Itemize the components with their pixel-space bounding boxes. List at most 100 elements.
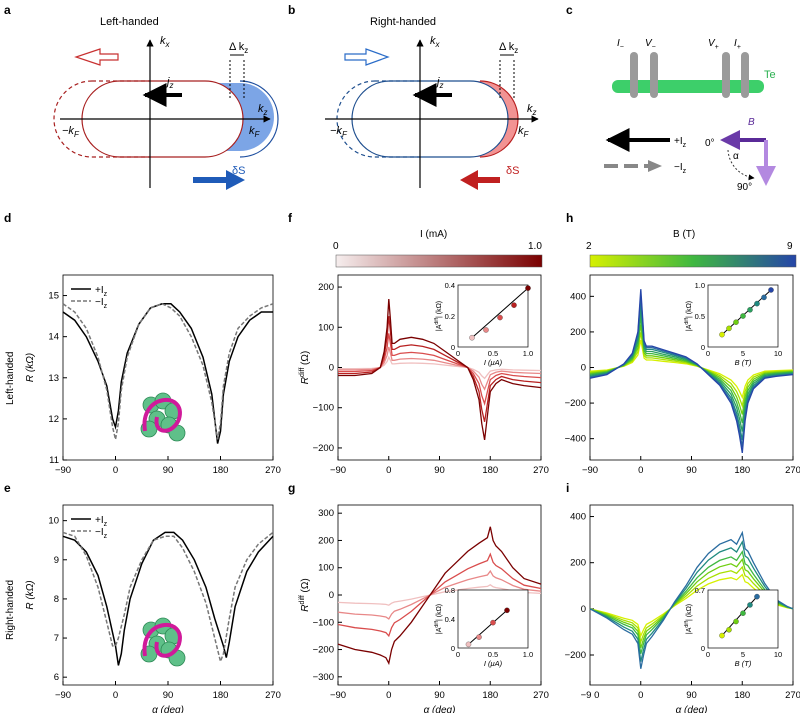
y-tick-label: 300 — [318, 508, 334, 519]
inset-y-label: |Adiff| (kΩ) — [684, 604, 693, 634]
series-line-0.6 — [338, 333, 542, 407]
inset-point — [497, 314, 503, 321]
series-line-+Iz — [62, 303, 273, 444]
y-tick-label: 200 — [318, 282, 334, 293]
inset-point — [469, 334, 475, 341]
inset-x-tick-label: 0 — [456, 650, 460, 659]
legend-label: −Iz — [95, 297, 108, 310]
x-tick-label: −90 — [582, 465, 598, 476]
I-plus-label: I+ — [734, 38, 741, 51]
x-tick-label: 180 — [734, 465, 750, 476]
inset-h: 0 5 10 0 0.5 1.0 B (T) |Adiff| (kΩ) — [684, 281, 782, 367]
y-axis-label: R (kΩ) — [25, 353, 36, 382]
series-line-9 — [589, 289, 794, 454]
inset-x-tick-label: 0.5 — [488, 349, 498, 358]
colorbar-min: 0 — [333, 241, 339, 252]
y-tick-label: 0 — [329, 590, 334, 601]
y-tick-label: 8 — [54, 594, 59, 605]
jz-label: jz — [435, 76, 443, 90]
helix-ribbon — [142, 622, 182, 658]
colorbar-label: I (mA) — [420, 229, 447, 240]
chart-h: −90 0 90 180 270 −400 −200 0 200 400 0 5 10 0 0.5 1.0 B … — [565, 274, 800, 476]
inset-x-label: I (μA) — [484, 358, 503, 367]
x-tick-label: 90 — [434, 465, 445, 476]
V-plus-label: V+ — [708, 38, 719, 51]
helix-molecule-icon — [140, 617, 186, 667]
inset-x-tick-label: 1.0 — [523, 349, 533, 358]
inset-y-tick-label: 0.2 — [445, 312, 455, 321]
fermi-surface-solid — [81, 80, 244, 158]
series-line-−Iz — [62, 302, 274, 440]
series-line-0.8 — [338, 316, 542, 422]
inset-y-tick-label: 0.8 — [445, 586, 455, 595]
y-tick-label: 11 — [49, 455, 59, 466]
material-label: Te — [764, 69, 776, 81]
x-tick-label: 180 — [734, 690, 750, 701]
colorbar-min: 2 — [586, 241, 592, 252]
x-tick-label: 270 — [265, 465, 281, 476]
dkz-label: Δ kz — [499, 41, 518, 55]
y-tick-label: 400 — [570, 291, 586, 302]
x-tick-label: −90 — [330, 690, 346, 701]
dS-arrow — [460, 170, 500, 190]
y-tick-label: 15 — [48, 291, 59, 302]
inset-x-tick-label: 0 — [706, 650, 710, 659]
panel-letter-g: g — [288, 481, 295, 495]
series-line-0.6 — [337, 552, 542, 638]
series-line-3 — [589, 565, 794, 645]
dS-arrow — [193, 170, 245, 190]
x-tick-label: 270 — [265, 690, 281, 701]
x-tick-label: 90 — [163, 465, 174, 476]
inset-x-tick-label: 10 — [774, 349, 782, 358]
x-tick-label: 90 — [163, 690, 174, 701]
chart-e: −90 0 90 180 270 6 7 8 9 10 α (deg) R (kΩ) +Iz−Iz — [25, 504, 281, 713]
series-line-7 — [589, 530, 794, 669]
panel-letter: a — [4, 3, 11, 17]
inset-y-tick-label: 0.7 — [695, 586, 705, 595]
x-tick-label: −90 — [55, 465, 71, 476]
series-line-2 — [589, 573, 794, 638]
kF-neg-label: −kF — [330, 125, 348, 139]
series-line-1.0 — [338, 299, 542, 441]
dkz-label: Δ kz — [229, 41, 248, 55]
y-tick-label: −400 — [565, 434, 586, 445]
inset-point — [726, 325, 732, 332]
inset-y-tick-label: 0 — [451, 644, 455, 653]
panel-b: b Right-handed kx kz Δ kz jz −kF kF δS — [288, 3, 539, 190]
kF-pos-label: kF — [518, 125, 530, 139]
minus-Iz-arrow — [648, 160, 662, 172]
inset-x-tick-label: 0 — [706, 349, 710, 358]
legend-label: −Iz — [95, 527, 108, 540]
kz-label: kz — [527, 103, 537, 117]
y-tick-label: −200 — [313, 443, 334, 454]
inset-point — [465, 641, 472, 648]
colorbar-max: 1.0 — [528, 241, 542, 252]
inset-frame — [457, 589, 529, 649]
inset-frame — [457, 284, 529, 348]
dS-label: δS — [232, 165, 245, 177]
dS-label: δS — [506, 165, 519, 177]
y-tick-label: 0 — [329, 363, 334, 374]
x-axis-label: α (deg) — [152, 705, 184, 713]
panel-letter: b — [288, 3, 295, 17]
x-tick-label: 90 — [686, 465, 697, 476]
inset-point — [483, 327, 489, 333]
y-axis-label: Rdiff (Ω) — [299, 578, 311, 611]
inset-point — [525, 285, 531, 291]
y-tick-label: 6 — [54, 672, 59, 683]
y-tick-label: −200 — [313, 645, 334, 656]
inset-y-tick-label: 0.4 — [445, 615, 455, 624]
colorbar-h: B (T) 2 9 — [586, 229, 797, 268]
x-axis-label: α (deg) — [676, 705, 708, 713]
alpha-label: α — [733, 151, 739, 162]
inset-point — [511, 302, 517, 308]
series-line-−Iz — [62, 531, 274, 665]
series-line-5 — [589, 550, 794, 654]
contact-V-minus — [650, 52, 658, 98]
y-tick-label: 7 — [54, 633, 59, 644]
series-line-0.2 — [337, 584, 542, 606]
inset-y-label: |Adiff| (kΩ) — [434, 301, 443, 331]
fermi-surface-solid — [351, 80, 509, 158]
inset-point — [740, 610, 746, 616]
contact-V-plus — [722, 52, 730, 98]
